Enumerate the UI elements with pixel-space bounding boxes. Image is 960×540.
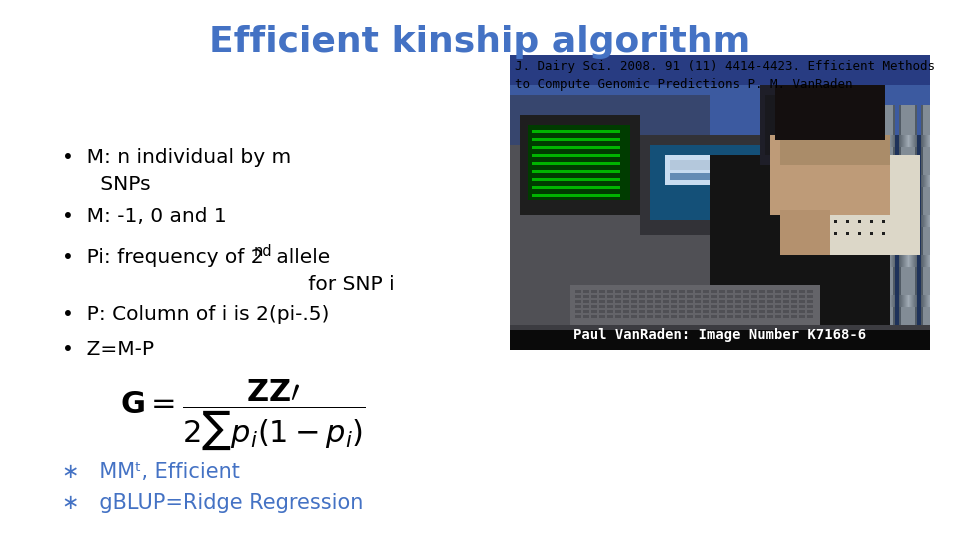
Text: •  P: Column of i is 2(pi-.5): • P: Column of i is 2(pi-.5) (62, 305, 329, 324)
Text: allele
      for SNP i: allele for SNP i (270, 248, 395, 294)
Text: J. Dairy Sci. 2008. 91 (11) 4414-4423. Efficient Methods
to Compute Genomic Pred: J. Dairy Sci. 2008. 91 (11) 4414-4423. E… (515, 60, 935, 91)
Text: Efficient kinship algorithm: Efficient kinship algorithm (209, 25, 751, 59)
Text: •  M: n individual by m
      SNPs: • M: n individual by m SNPs (62, 148, 291, 193)
Text: nd: nd (254, 244, 273, 259)
Text: ∗   MMᵗ, Efficient: ∗ MMᵗ, Efficient (62, 462, 240, 482)
Text: ∗   gBLUP=Ridge Regression: ∗ gBLUP=Ridge Regression (62, 493, 364, 513)
Text: Paul VanRaden: Image Number K7168-6: Paul VanRaden: Image Number K7168-6 (573, 328, 867, 342)
Text: •  Pi: frequency of 2: • Pi: frequency of 2 (62, 248, 264, 267)
Text: •  Z=M-P: • Z=M-P (62, 340, 155, 359)
Text: •  M: -1, 0 and 1: • M: -1, 0 and 1 (62, 207, 227, 226)
Text: $\mathbf{G} = \dfrac{\mathbf{ZZ}\prime}{2\sum p_i(1-p_i)}$: $\mathbf{G} = \dfrac{\mathbf{ZZ}\prime}{… (120, 377, 366, 453)
